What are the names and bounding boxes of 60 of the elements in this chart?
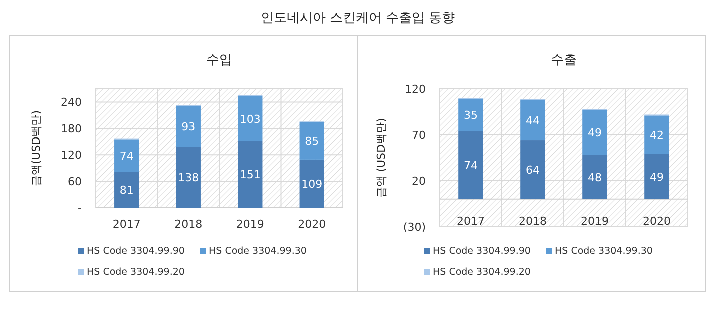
legend-label: HS Code 3304.99.20 [433, 267, 531, 278]
data-label: 81 [120, 184, 134, 198]
y-tick-label: 20 [412, 175, 426, 188]
legend-label: HS Code 3304.99.30 [555, 246, 653, 257]
bar [458, 99, 484, 132]
x-tick-label: 2020 [643, 215, 671, 228]
data-label: 138 [178, 172, 200, 185]
bar [176, 106, 201, 148]
data-label: 48 [588, 171, 602, 184]
y-axis-title: 금액(USD백만) [30, 110, 43, 187]
bar [300, 122, 324, 160]
text: 인도네시아 스킨케어 수출입 동향 [260, 11, 456, 26]
bar [644, 116, 670, 154]
legend-label: HS Code 3304.99.30 [209, 246, 307, 257]
data-label: 85 [305, 135, 320, 148]
x-tick-label: 2019 [581, 215, 609, 228]
data-label: 49 [650, 170, 664, 184]
y-tick-label: 120 [405, 83, 426, 96]
data-label: 44 [526, 114, 540, 128]
data-label: 49 [588, 126, 602, 140]
data-label: 103 [240, 112, 261, 126]
data-label: 42 [650, 129, 664, 142]
data-label: 74 [120, 150, 134, 163]
bar [300, 160, 324, 208]
x-tick-label: 2018 [174, 218, 203, 231]
data-label: 151 [240, 168, 261, 182]
x-tick-label: 2020 [298, 218, 326, 231]
y-tick-label: (30) [403, 221, 426, 234]
x-tick-label: 2019 [236, 218, 264, 231]
y-tick-label: 180 [61, 122, 82, 136]
bar [238, 141, 263, 208]
x-tick-label: 2017 [112, 218, 141, 231]
chart-title: 수출 [551, 53, 577, 68]
chart-title: 수입 [206, 53, 232, 68]
y-tick-label: 120 [61, 149, 82, 162]
data-label: 109 [302, 178, 323, 191]
data-label: 74 [464, 159, 478, 172]
legend-label: HS Code 3304.99.90 [87, 246, 185, 257]
data-label: 35 [464, 109, 478, 122]
legend-label: HS Code 3304.99.20 [87, 267, 185, 278]
y-axis-title: 금액 (USD백만) [375, 118, 388, 198]
x-tick-label: 2017 [457, 215, 485, 228]
legend-label: HS Code 3304.99.90 [433, 246, 531, 257]
y-tick-label: 70 [412, 129, 426, 142]
bar [176, 147, 201, 208]
bar [520, 100, 546, 141]
bar [644, 154, 670, 200]
y-tick-label: - [78, 202, 82, 215]
y-tick-label: 240 [61, 96, 82, 110]
data-label: 64 [526, 164, 540, 177]
x-tick-label: 2018 [519, 215, 547, 228]
data-label: 93 [182, 120, 196, 134]
bar [582, 110, 608, 156]
bar [458, 131, 484, 200]
bar [114, 172, 140, 208]
y-tick-label: 60 [68, 176, 82, 189]
bar [114, 140, 140, 172]
bar [238, 96, 263, 142]
bar [582, 155, 608, 200]
bar [520, 140, 546, 200]
